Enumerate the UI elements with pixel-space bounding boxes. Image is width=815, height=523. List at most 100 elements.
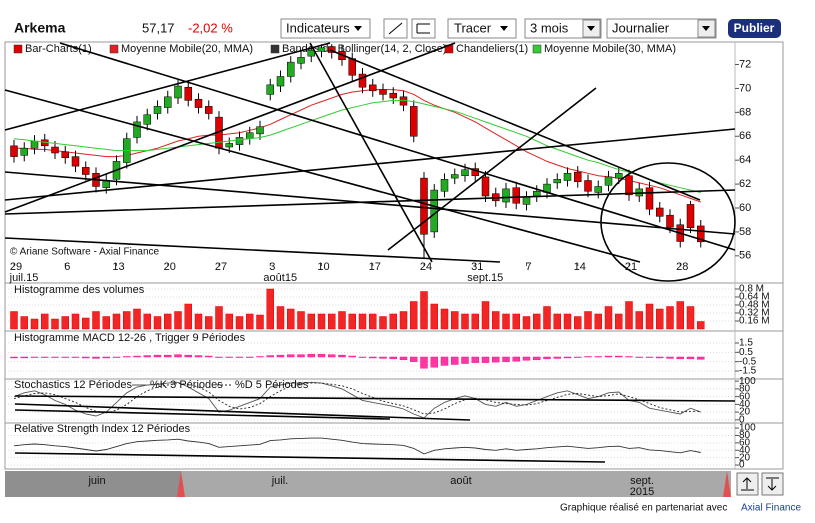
bar bbox=[61, 316, 69, 330]
bar bbox=[676, 301, 684, 330]
bar bbox=[584, 311, 592, 330]
x-tick-label: 29 bbox=[10, 261, 22, 273]
bar bbox=[164, 354, 172, 358]
draw-hline-tool[interactable] bbox=[411, 18, 436, 39]
panel-title: Histogramme des volumes bbox=[14, 284, 145, 296]
bar bbox=[563, 313, 572, 330]
x-tick-label: 7 bbox=[525, 261, 531, 273]
bar bbox=[61, 356, 69, 358]
bar bbox=[71, 313, 80, 330]
navigator-out-range bbox=[5, 471, 181, 497]
bar bbox=[256, 314, 264, 330]
bar bbox=[184, 303, 192, 330]
x-tick-label: 6 bbox=[64, 261, 70, 273]
legend-label: Chandeliers(1) bbox=[456, 43, 528, 55]
navigator-year: 2015 bbox=[630, 486, 654, 498]
bar bbox=[164, 313, 172, 330]
legend-swatch bbox=[532, 44, 542, 54]
y-tick-label: 0.16 M bbox=[739, 316, 770, 327]
bar bbox=[143, 313, 151, 330]
bar bbox=[461, 356, 469, 364]
watermark: © Ariane Software - Axial Finance bbox=[10, 247, 160, 258]
menu-label[interactable]: Indicateurs bbox=[286, 20, 350, 35]
y-tick-label: 56 bbox=[739, 250, 751, 262]
x-tick-label: 3 bbox=[269, 261, 275, 273]
bar bbox=[697, 321, 705, 330]
bar bbox=[615, 313, 623, 330]
bar bbox=[584, 356, 592, 358]
menu-label[interactable]: 3 mois bbox=[530, 20, 569, 35]
bar bbox=[543, 356, 551, 360]
bar bbox=[153, 354, 162, 358]
bar bbox=[10, 311, 18, 330]
y-tick-label: 40 bbox=[739, 445, 751, 456]
x-tick-label: 24 bbox=[420, 261, 432, 273]
footer-link[interactable]: Axial Finance bbox=[741, 503, 801, 514]
navigator-label: juin bbox=[87, 475, 105, 487]
panel-title: Histogramme MACD 12-26 , Trigger 9 Pério… bbox=[14, 332, 246, 344]
legend-swatch bbox=[109, 44, 119, 54]
bar bbox=[71, 356, 80, 358]
bar bbox=[10, 356, 18, 359]
bar bbox=[625, 301, 633, 330]
indicators-menu[interactable]: Indicateurs bbox=[280, 18, 371, 39]
bar bbox=[369, 313, 377, 330]
bar bbox=[225, 313, 233, 330]
candle-body bbox=[20, 147, 28, 156]
y-tick-label: 60 bbox=[739, 437, 751, 448]
stock-name: Arkema bbox=[14, 20, 66, 36]
bar bbox=[358, 313, 367, 330]
bar bbox=[297, 354, 305, 358]
candle-body bbox=[656, 207, 664, 217]
y-tick-label: 0 bbox=[739, 414, 745, 425]
period-menu[interactable]: 3 mois bbox=[524, 18, 602, 39]
bar bbox=[594, 313, 602, 330]
x-tick-label: 14 bbox=[574, 261, 586, 273]
draw-line-tool[interactable] bbox=[383, 18, 408, 39]
bar bbox=[379, 356, 387, 359]
menu-label[interactable]: Journalier bbox=[612, 20, 670, 35]
draw-menu[interactable]: Tracer bbox=[447, 18, 517, 39]
publish-button[interactable]: Publier bbox=[728, 19, 781, 38]
bar bbox=[328, 354, 336, 358]
bar bbox=[297, 311, 305, 330]
indicator-line bbox=[13, 437, 701, 455]
bar bbox=[533, 356, 541, 361]
candle-body bbox=[297, 57, 305, 64]
bar bbox=[246, 313, 254, 330]
button-label[interactable]: Publier bbox=[734, 21, 775, 35]
bar bbox=[471, 356, 479, 363]
scroll-up-button[interactable] bbox=[736, 472, 759, 496]
x-tick-label: 27 bbox=[215, 261, 227, 273]
interval-menu[interactable]: Journalier bbox=[606, 18, 717, 39]
candle-body bbox=[451, 174, 459, 179]
candle-body bbox=[61, 151, 69, 159]
bar bbox=[82, 356, 90, 359]
bar bbox=[440, 308, 449, 330]
candle-body bbox=[666, 214, 674, 228]
bar bbox=[389, 313, 397, 330]
stock-price: 57,17 bbox=[142, 20, 175, 35]
candle-body bbox=[164, 96, 172, 108]
bar bbox=[174, 354, 182, 358]
legend-label: Bar-Charts(1) bbox=[25, 43, 92, 55]
legend-swatch bbox=[13, 44, 23, 54]
scroll-down-button[interactable] bbox=[761, 472, 784, 496]
y-tick-label: 20 bbox=[739, 407, 751, 418]
menu-label[interactable]: Tracer bbox=[454, 20, 492, 35]
bar bbox=[420, 291, 428, 330]
bar bbox=[604, 306, 613, 330]
bar bbox=[451, 311, 459, 330]
bar bbox=[123, 356, 131, 358]
bar bbox=[51, 356, 59, 358]
bar bbox=[615, 355, 623, 358]
bar bbox=[481, 301, 490, 330]
candle-body bbox=[574, 171, 582, 182]
bar bbox=[430, 356, 438, 368]
bar bbox=[112, 313, 121, 330]
bar bbox=[379, 316, 387, 330]
candle-body bbox=[604, 176, 613, 186]
candle-body bbox=[563, 173, 572, 181]
y-tick-label: 68 bbox=[739, 106, 751, 118]
bar bbox=[266, 355, 274, 358]
